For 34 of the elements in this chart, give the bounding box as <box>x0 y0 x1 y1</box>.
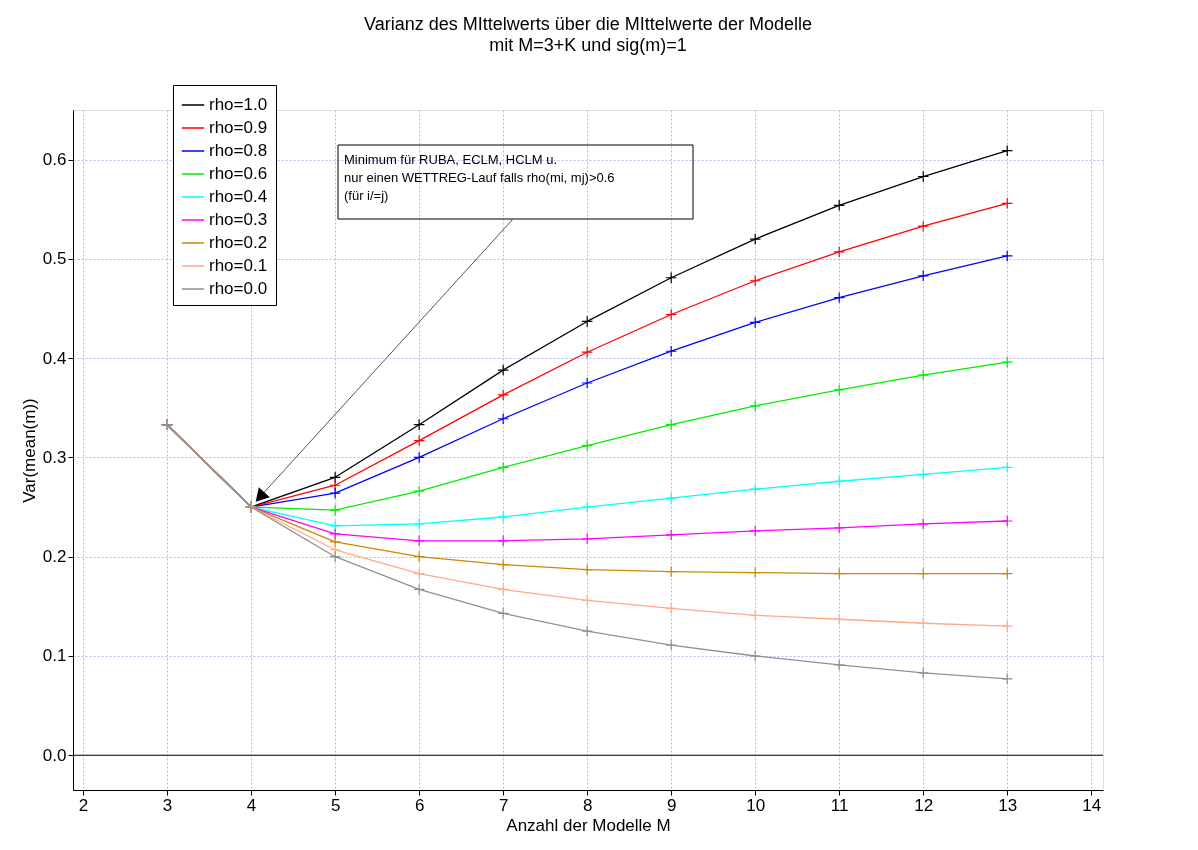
y-tick-label: 0.6 <box>42 150 67 170</box>
x-tick-label: 9 <box>666 795 677 815</box>
y-tick-label: 0.0 <box>42 745 67 765</box>
legend-label: rho=1.0 <box>209 95 268 114</box>
legend-label: rho=0.2 <box>209 233 268 252</box>
x-tick-label: 5 <box>330 795 341 815</box>
y-tick-label: 0.5 <box>42 249 67 269</box>
x-tick-label: 11 <box>830 795 849 815</box>
x-axis-title: Anzahl der Modelle M <box>506 815 671 835</box>
y-tick-label: 0.2 <box>42 547 67 567</box>
annotation: Minimum für RUBA, ECLM, HCLM u. nur einen WETTREG-Lauf falls rho(mi, mj)>0.6 (für i/=j) <box>344 152 615 203</box>
x-tick-label: 6 <box>414 795 425 815</box>
x-tick-label: 14 <box>1082 795 1102 815</box>
y-tick-label: 0.3 <box>42 447 67 467</box>
x-tick-label: 10 <box>746 795 766 815</box>
y-tick-label: 0.1 <box>42 646 67 666</box>
legend-label: rho=0.6 <box>209 164 268 183</box>
x-tick-label: 2 <box>78 795 89 815</box>
legend-label: rho=0.3 <box>209 210 268 229</box>
legend-label: rho=0.1 <box>209 256 268 275</box>
x-tick-label: 3 <box>162 795 173 815</box>
chart-subtitle: mit M=3+K und sig(m)=1 <box>489 34 687 55</box>
x-tick-label: 12 <box>914 795 934 815</box>
legend-label: rho=0.4 <box>209 187 268 206</box>
legend-label: rho=0.0 <box>209 279 268 298</box>
legend-label: rho=0.9 <box>209 118 268 137</box>
chart-title: Varianz des MIttelwerts über die MIttelwerte der Modelle <box>364 13 812 34</box>
x-tick-label: 13 <box>998 795 1018 815</box>
y-tick-label: 0.4 <box>42 348 67 368</box>
y-axis-title: Var(mean(m)) <box>19 398 39 503</box>
x-tick-label: 7 <box>498 795 509 815</box>
legend-label: rho=0.8 <box>209 141 268 160</box>
x-tick-label: 8 <box>582 795 593 815</box>
x-tick-label: 4 <box>246 795 257 815</box>
